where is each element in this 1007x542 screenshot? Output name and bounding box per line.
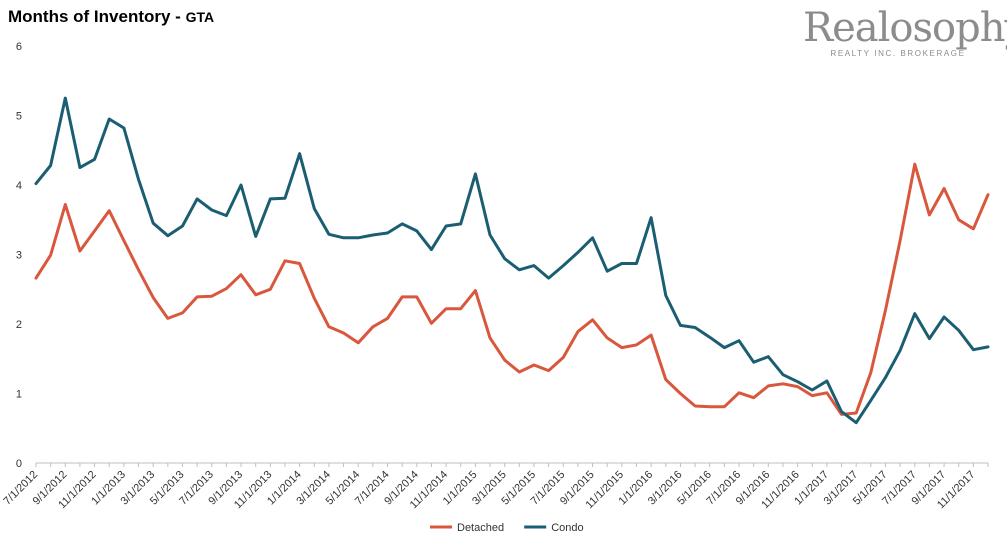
y-tick-label: 6 <box>16 41 22 53</box>
y-tick-label: 3 <box>16 250 22 262</box>
chart-legend: Detached Condo <box>430 522 584 534</box>
y-tick-label: 0 <box>16 458 22 470</box>
y-tick-label: 4 <box>16 180 22 192</box>
y-tick-label: 2 <box>16 319 22 331</box>
logo-wordmark: Realosophy <box>803 5 1007 51</box>
realosophy-logo: Realosophy REALTY INC. BROKERAGE <box>803 5 1007 58</box>
legend-label-detached: Detached <box>457 522 504 534</box>
x-axis-ticks: 7/1/20129/1/201211/1/20121/1/20133/1/201… <box>1 463 989 511</box>
series-layer <box>34 96 990 425</box>
y-tick-label: 1 <box>16 389 22 401</box>
series-line-detached <box>34 162 990 416</box>
logo-tagline: REALTY INC. BROKERAGE <box>830 49 966 58</box>
legend-label-condo: Condo <box>551 522 583 534</box>
y-tick-label: 5 <box>16 111 22 123</box>
y-axis-ticks: 0 1 2 3 4 5 6 <box>16 41 22 470</box>
chart-title: Months of Inventory - GTA <box>8 7 214 27</box>
chart-title-separator: - <box>170 7 186 26</box>
series-line-condo <box>34 96 990 425</box>
chart-title-main: Months of Inventory <box>8 7 171 26</box>
chart-subtitle: GTA <box>185 9 215 25</box>
